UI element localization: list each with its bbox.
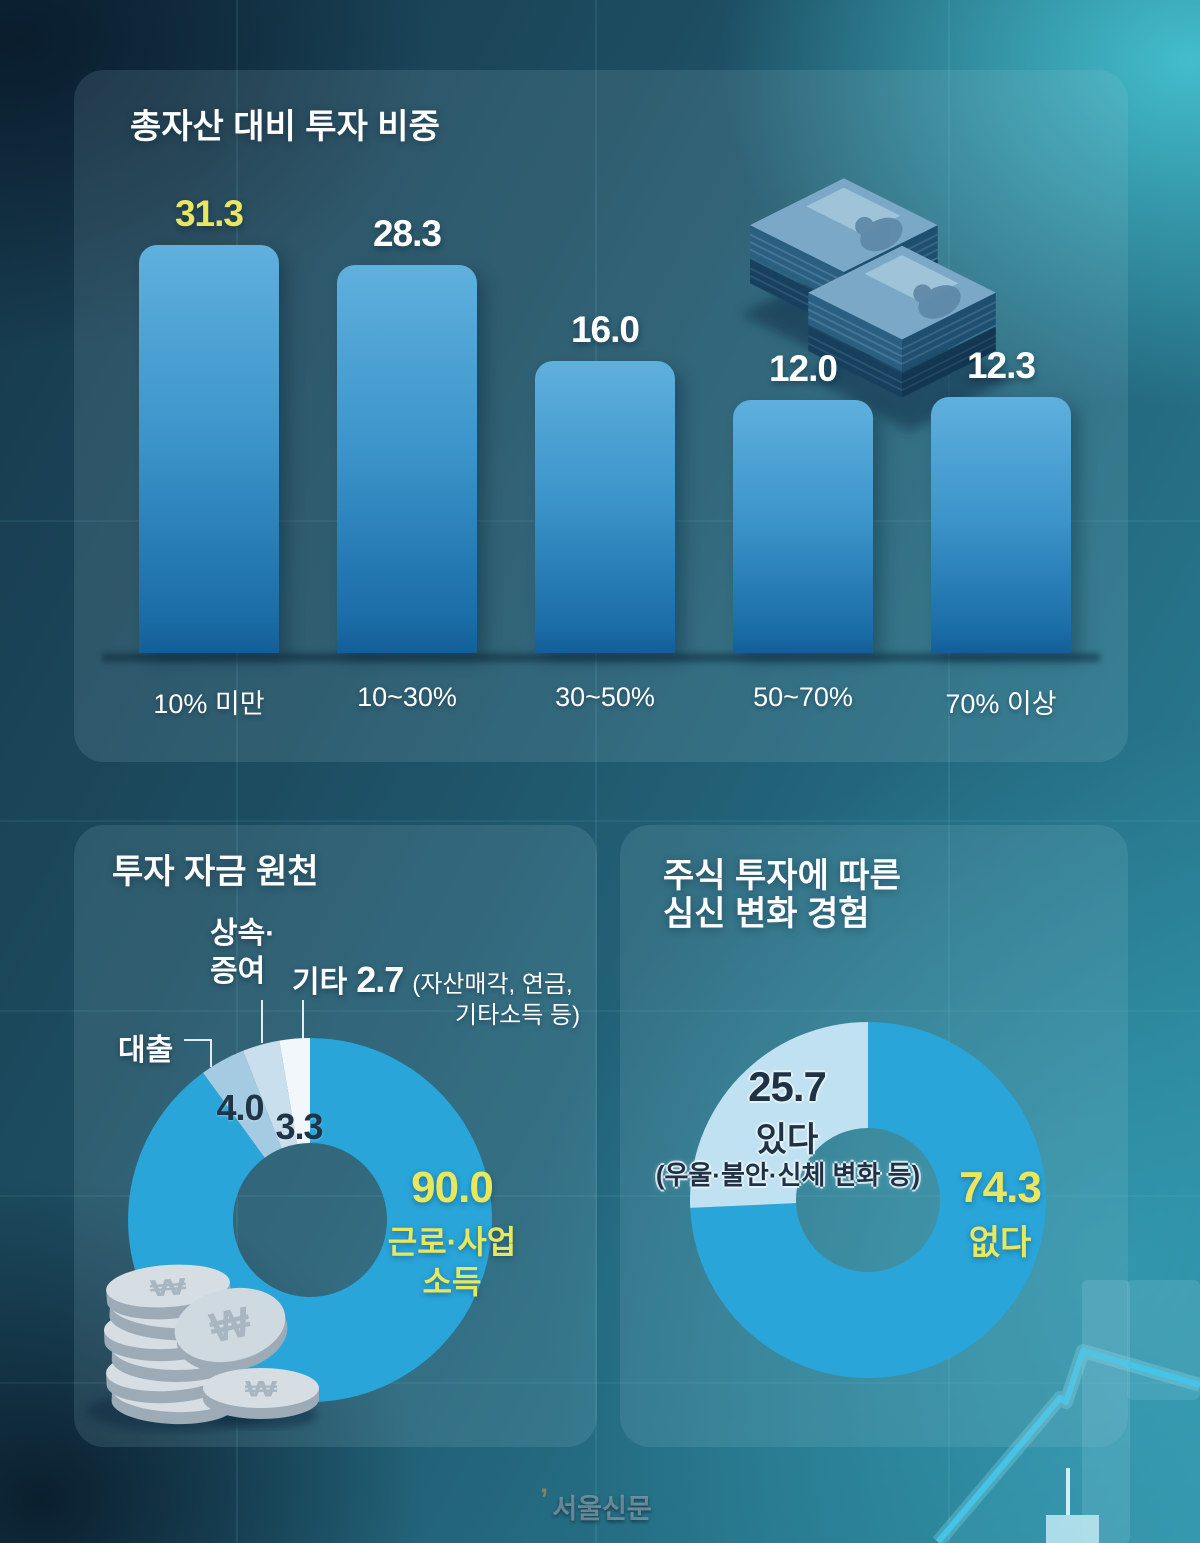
rising-stock-line-decoration [932, 1280, 1200, 1543]
grid-line [595, 0, 597, 1543]
value-main-income: 90.0 [411, 1163, 494, 1212]
label-yes: 있다 [755, 1121, 819, 1159]
mind-donut-title-line1: 주식 투자에 따른 [663, 857, 901, 895]
watermark-publisher: 서울신문 [552, 1494, 652, 1524]
panel-fund-source: 투자 자금 원천 상속· 증여 기타 2.7 (자산매각, 연금, 기타소득 등… [74, 825, 597, 1447]
candlestick-body [1046, 1515, 1099, 1543]
label-main-income-line1: 근로·사업 [387, 1224, 517, 1260]
coin: ₩ [203, 1368, 319, 1419]
mind-donut-title-line2: 심신 변화 경험 [663, 895, 870, 933]
label-other-row: 기타 2.7 (자산매각, 연금, [292, 957, 573, 1001]
bar-value-label: 31.3 [174, 193, 244, 234]
donut-segment-기타 [279, 1038, 310, 1145]
label-main-income-line2: 소득 [422, 1264, 482, 1300]
bar-chart-title: 총자산 대비 투자 비중 [130, 108, 440, 146]
bar-category-label: 50~70% [753, 682, 853, 712]
quote-logo-mark: ’ [540, 1483, 549, 1516]
donut-segment-있다 [689, 1022, 868, 1208]
donut-segment-없다 [690, 1022, 1046, 1378]
bar-category-label: 10% 미만 [153, 689, 265, 719]
donut-segment-상속·증여 [243, 1040, 297, 1149]
grid-line [236, 0, 238, 1543]
grid-line [0, 1010, 1200, 1012]
bar [337, 265, 477, 653]
svg-text:₩: ₩ [149, 1273, 187, 1302]
donut-segment-대출 [203, 1050, 282, 1158]
bar-value-label: 28.3 [372, 213, 442, 254]
note-yes: (우울·불안·신체 변화 등) [655, 1160, 921, 1190]
bar-value-label: 12.0 [768, 348, 838, 389]
label-inheritance-line2: 증여 [210, 955, 266, 988]
bar-value-label: 16.0 [570, 309, 640, 350]
fund-donut-title: 투자 자금 원천 [112, 853, 319, 891]
bar-category-label: 70% 이상 [945, 689, 1057, 719]
leader-line-other [302, 1000, 304, 1043]
coin: ₩ [174, 1287, 288, 1372]
bar [733, 400, 873, 653]
bar-category-label: 10~30% [357, 682, 457, 712]
grid-line [948, 0, 950, 1543]
leader-line-loan-v [210, 1039, 212, 1067]
bar-category-label: 30~50% [555, 682, 655, 712]
label-inheritance-line1: 상속· [210, 917, 276, 950]
label-inheritance: 상속· 증여 [210, 915, 275, 991]
value-other: 2.7 [356, 959, 404, 1000]
panel-mind-body-change: 주식 투자에 따른 심신 변화 경험 25.7 있다 (우울·불안·신체 변화 … [620, 825, 1128, 1447]
bar [139, 245, 279, 653]
label-loan: 대출 [118, 1034, 174, 1067]
note-other-line1: (자산매각, 연금, [412, 971, 573, 998]
leader-line-inheritance [261, 1000, 263, 1043]
bar-value-label: 12.3 [966, 345, 1036, 386]
won-coin-stack-illustration: ₩ ₩ ₩ [86, 1264, 319, 1431]
bar [535, 361, 675, 653]
panel-investment-ratio: 총자산 대비 투자 비중 [74, 70, 1128, 762]
value-yes: 25.7 [748, 1063, 827, 1110]
value-loan: 4.0 [216, 1087, 264, 1128]
bar [931, 397, 1071, 653]
value-no: 74.3 [959, 1163, 1042, 1212]
value-inheritance: 3.3 [275, 1106, 323, 1147]
watermark: ’ 서울신문 [540, 1483, 652, 1526]
grid-line [0, 1195, 1200, 1197]
leader-line-loan-h [184, 1039, 212, 1041]
note-other-line2: 기타소득 등) [455, 1002, 581, 1029]
svg-text:₩: ₩ [245, 1377, 278, 1402]
label-other: 기타 [292, 966, 348, 999]
bar-baseline-shadow [102, 653, 1100, 662]
label-no: 없다 [968, 1224, 1032, 1262]
grid-line [0, 820, 1200, 822]
mind-body-donut [689, 1022, 1046, 1378]
grid-line [0, 1382, 1200, 1384]
